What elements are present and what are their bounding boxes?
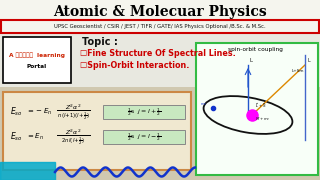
Text: $= E_n$: $= E_n$ bbox=[26, 132, 44, 142]
Bar bbox=[0, 87, 320, 180]
Polygon shape bbox=[0, 162, 55, 180]
Text: ☐Spin-Orbit Interaction.: ☐Spin-Orbit Interaction. bbox=[80, 62, 189, 71]
Bar bbox=[0, 33, 320, 90]
Bar bbox=[103, 105, 185, 119]
Text: $\vec{L}+\vec{S}$: $\vec{L}+\vec{S}$ bbox=[255, 101, 267, 110]
Text: $m_e$: $m_e$ bbox=[200, 101, 207, 108]
Text: $\frac{1}{2}$s  $j = l+\frac{1}{2}$: $\frac{1}{2}$s $j = l+\frac{1}{2}$ bbox=[127, 106, 161, 118]
Text: $E_{so}$: $E_{so}$ bbox=[10, 131, 23, 143]
Text: Portal: Portal bbox=[27, 64, 47, 69]
Text: ☐Fine Structure Of Spectral Lines.: ☐Fine Structure Of Spectral Lines. bbox=[80, 50, 236, 59]
Text: $2n\,l(l\!+\!\frac{1}{2})$: $2n\,l(l\!+\!\frac{1}{2})$ bbox=[61, 135, 85, 147]
Bar bbox=[103, 130, 185, 144]
Text: $M+m_e$: $M+m_e$ bbox=[255, 115, 270, 123]
Text: Topic :: Topic : bbox=[82, 37, 118, 47]
Text: L: L bbox=[249, 58, 252, 63]
Text: L+Sm: L+Sm bbox=[292, 69, 305, 73]
Text: spin-orbit coupling: spin-orbit coupling bbox=[228, 48, 283, 53]
Text: L: L bbox=[307, 58, 310, 63]
Text: $\frac{1}{2}$s  $j = l-\frac{1}{2}$: $\frac{1}{2}$s $j = l-\frac{1}{2}$ bbox=[127, 131, 161, 143]
Text: $Z^2\alpha^2$: $Z^2\alpha^2$ bbox=[65, 127, 81, 137]
Bar bbox=[196, 43, 318, 175]
Text: $= -E_n$: $= -E_n$ bbox=[26, 107, 52, 117]
Text: $Z^2\alpha^2$: $Z^2\alpha^2$ bbox=[65, 102, 81, 112]
Text: $E_{so}$: $E_{so}$ bbox=[10, 106, 23, 118]
Bar bbox=[3, 92, 191, 170]
Bar bbox=[3, 37, 71, 83]
Bar bbox=[0, 0, 320, 35]
Text: UPSC Geoscientist / CSIR / JEST / TIFR / GATE/ IAS Physics Optional /B.Sc. & M.S: UPSC Geoscientist / CSIR / JEST / TIFR /… bbox=[54, 24, 266, 29]
Text: A फ़्री  learning: A फ़्री learning bbox=[9, 52, 65, 58]
Text: $n\,(l\!+\!1)(l\!+\!\frac{1}{2})$: $n\,(l\!+\!1)(l\!+\!\frac{1}{2})$ bbox=[57, 110, 89, 122]
Bar bbox=[1, 20, 319, 33]
Text: Atomic & Molecuar Physics: Atomic & Molecuar Physics bbox=[53, 5, 267, 19]
